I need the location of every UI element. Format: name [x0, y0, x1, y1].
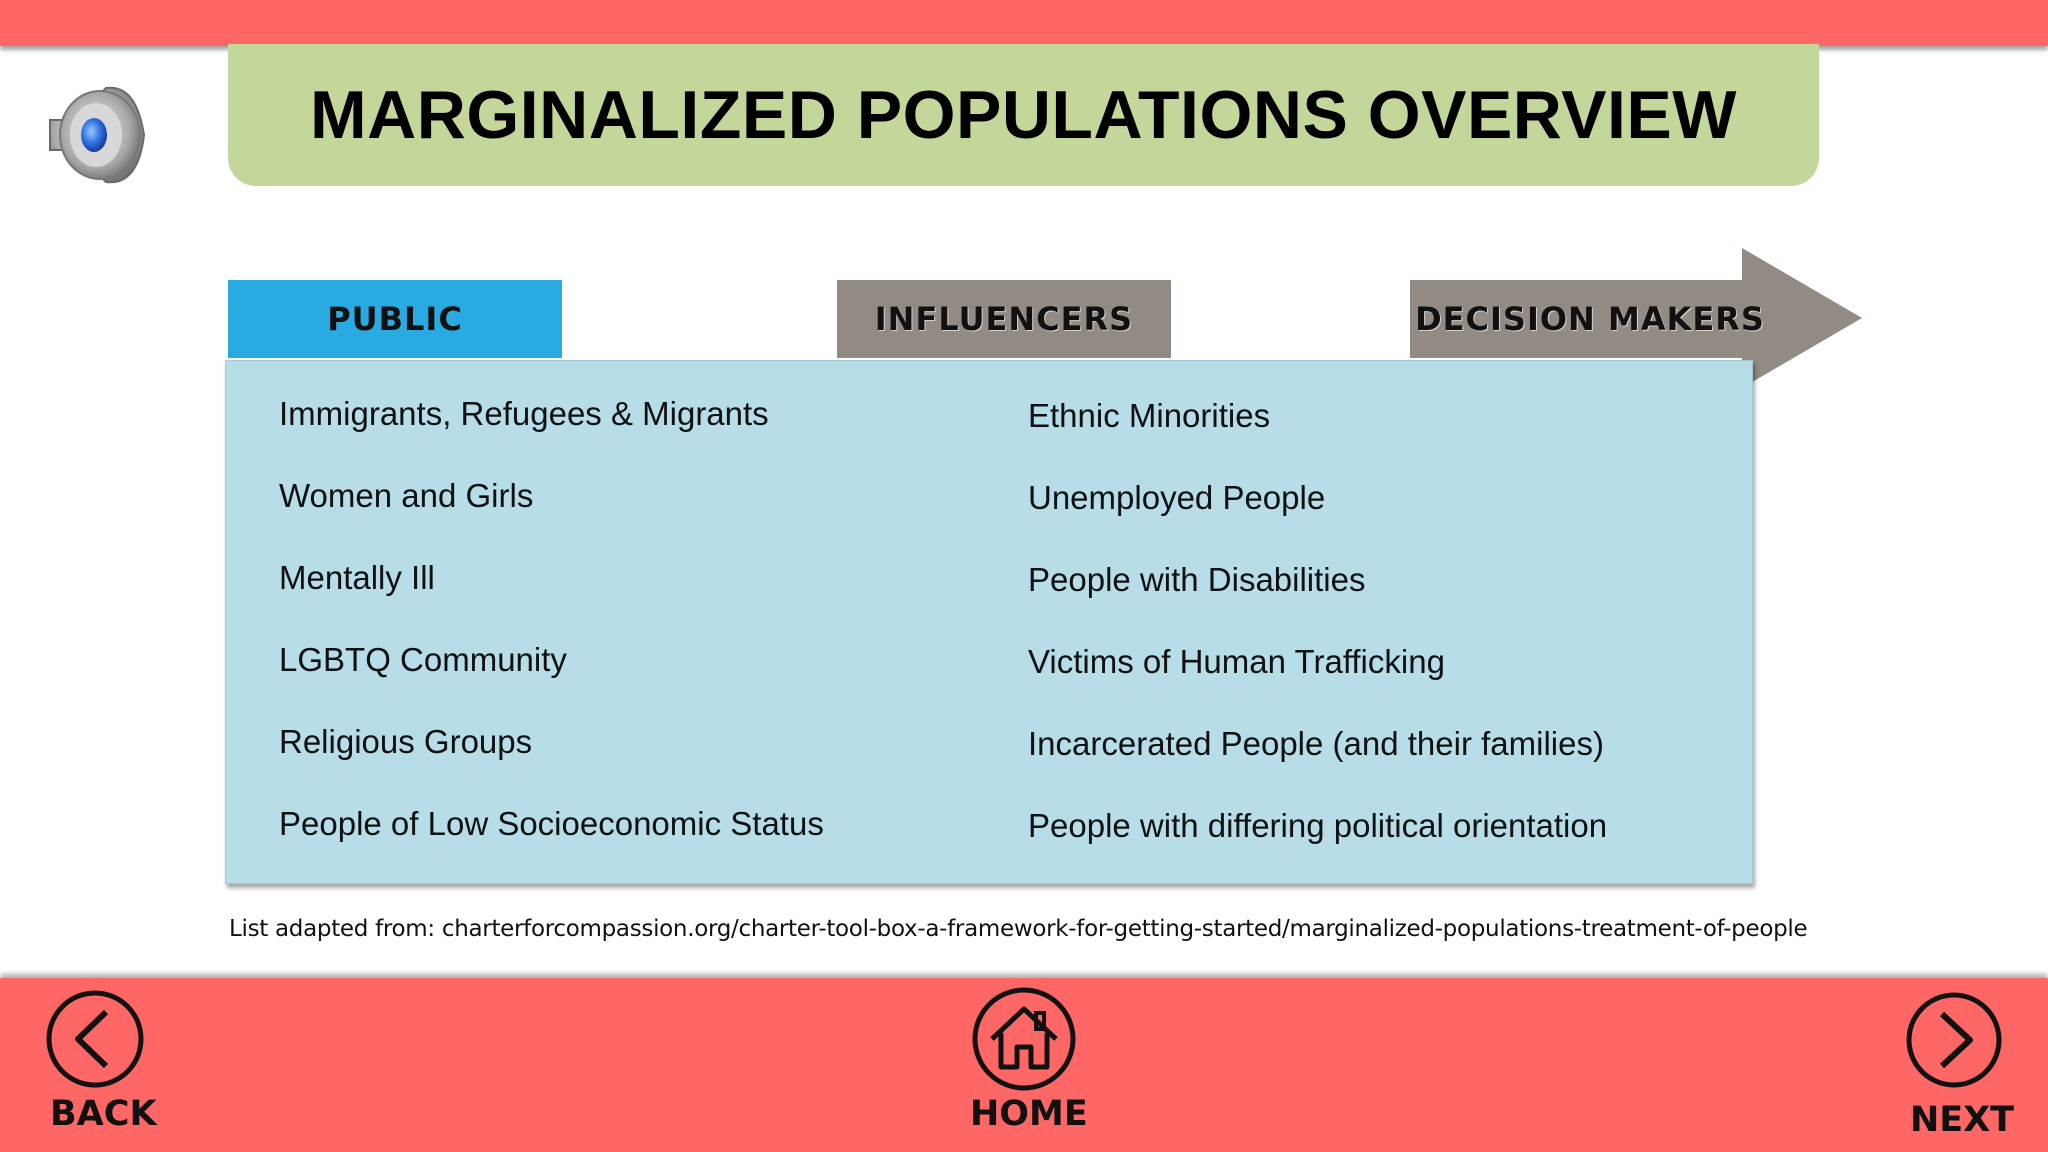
tab-public: PUBLIC	[228, 280, 562, 358]
tab-influencers: INFLUENCERS	[837, 280, 1171, 358]
tab-decision-makers: DECISION MAKERS	[1415, 300, 1765, 338]
list-item: Women and Girls	[279, 477, 534, 514]
list-item: Mentally Ill	[279, 559, 435, 596]
page-title: MARGINALIZED POPULATIONS OVERVIEW	[310, 77, 1737, 153]
back-button[interactable]	[44, 988, 146, 1090]
arrow-right-icon	[1410, 248, 1862, 388]
chevron-left-icon	[46, 990, 144, 1088]
home-button[interactable]	[970, 985, 1078, 1093]
next-button[interactable]	[1904, 990, 2004, 1090]
top-bar	[0, 0, 2048, 46]
list-item: LGBTQ Community	[279, 641, 567, 678]
list-item: Unemployed People	[1028, 479, 1326, 516]
list-item: Immigrants, Refugees & Migrants	[279, 395, 769, 432]
title-banner: MARGINALIZED POPULATIONS OVERVIEW	[228, 44, 1819, 186]
list-item: Victims of Human Trafficking	[1028, 643, 1445, 680]
home-icon	[972, 987, 1076, 1091]
back-label[interactable]: BACK	[50, 1094, 157, 1134]
source-citation: List adapted from: charterforcompassion.…	[229, 916, 1808, 942]
home-label[interactable]: HOME	[970, 1094, 1088, 1134]
list-item: People of Low Socioeconomic Status	[279, 805, 824, 842]
list-item: People with differing political orientat…	[1028, 807, 1608, 844]
list-item: Religious Groups	[279, 723, 533, 760]
list-item: People with Disabilities	[1028, 561, 1366, 598]
list-item: Incarcerated People (and their families)	[1028, 725, 1604, 762]
next-label[interactable]: NEXT	[1910, 1100, 2015, 1140]
list-item: Ethnic Minorities	[1028, 397, 1271, 434]
chevron-right-icon	[1906, 992, 2002, 1088]
populations-panel: Immigrants, Refugees & Migrants Women an…	[225, 360, 1753, 884]
speaker-icon[interactable]	[44, 80, 154, 190]
